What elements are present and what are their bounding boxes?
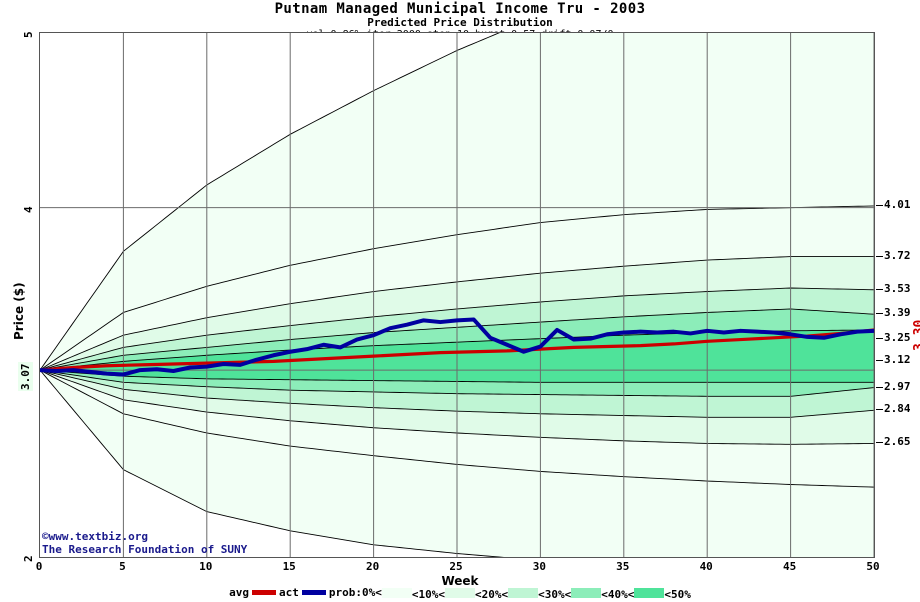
legend-band-group: <10%< <20%< <30%< <40%< <50% [381, 583, 691, 602]
x-tick-label: 25 [449, 560, 463, 573]
right-axis-label: 4.01 [884, 197, 911, 211]
right-axis-tick [876, 255, 883, 257]
right-axis-label: 3.39 [884, 306, 911, 320]
legend-band-label: <40%< [601, 587, 635, 601]
x-tick-label: 10 [199, 560, 213, 573]
right-axis-tick [876, 204, 883, 206]
legend-prob-label: prob:0%< [328, 585, 382, 599]
plot-area [39, 32, 875, 558]
right-axis-label: 3.72 [884, 248, 911, 262]
legend-band-label: <20%< [474, 587, 509, 601]
x-tick-label: 30 [532, 560, 547, 573]
chart-canvas [40, 33, 874, 557]
chart-subtitle: Predicted Price Distribution [367, 16, 553, 29]
x-axis-title: Week [441, 574, 479, 588]
copyright-credit: ©www.textbiz.org The Research Foundation… [42, 530, 248, 556]
chart-legend: avg act prob:0%< <10%< <20%< <30%< <40%< <50… [0, 585, 920, 601]
right-axis-tick [876, 360, 883, 362]
right-axis-label: 2.65 [884, 435, 911, 449]
right-axis-tick [876, 442, 883, 444]
legend-band-label: <30%< [538, 587, 572, 601]
right-axis-tick [876, 337, 883, 339]
legend-act-line-swatch [301, 589, 326, 595]
y-tick-label: 2 [22, 555, 35, 562]
legend-band-swatch [381, 587, 412, 598]
legend-band-label: <50% [664, 587, 691, 601]
legend-band-swatch [444, 587, 475, 598]
x-tick-label: 40 [699, 560, 713, 573]
right-axis-tick [876, 288, 883, 290]
right-axis-label: 3.12 [884, 353, 911, 367]
right-axis-label: 3.53 [884, 281, 911, 295]
y-tick-label: 4 [22, 206, 35, 213]
right-axis-tick [876, 409, 883, 411]
right-axis-tick [876, 313, 883, 315]
legend-avg-label: avg [229, 585, 249, 599]
legend-band-swatch [508, 587, 539, 598]
right-axis-label: 2.84 [884, 402, 911, 416]
right-axis-label: 3.25 [884, 330, 911, 344]
x-tick-label: 15 [282, 560, 296, 573]
x-tick-label: 5 [119, 560, 126, 573]
y-axis-start-label: 3.07 [18, 362, 33, 392]
x-tick-label: 20 [365, 560, 380, 573]
legend-band-swatch [634, 587, 665, 598]
right-axis-label: 2.97 [884, 379, 911, 393]
x-tick-label: 35 [616, 560, 630, 573]
legend-band-swatch [571, 587, 602, 598]
legend-act-label: act [279, 585, 299, 599]
x-tick-label: 50 [866, 560, 880, 573]
legend-avg-line-swatch [252, 589, 276, 595]
y-tick-label: 5 [22, 31, 35, 38]
page-title: Putnam Managed Municipal Income Tru - 20… [274, 1, 646, 17]
last-value-label: 3.30 [912, 319, 920, 351]
x-tick-label: 45 [782, 560, 797, 573]
x-tick-label: 0 [35, 560, 43, 573]
right-axis-tick [876, 386, 883, 388]
y-axis-title: Price ($) [12, 282, 26, 340]
legend-band-label: <10%< [411, 587, 445, 601]
